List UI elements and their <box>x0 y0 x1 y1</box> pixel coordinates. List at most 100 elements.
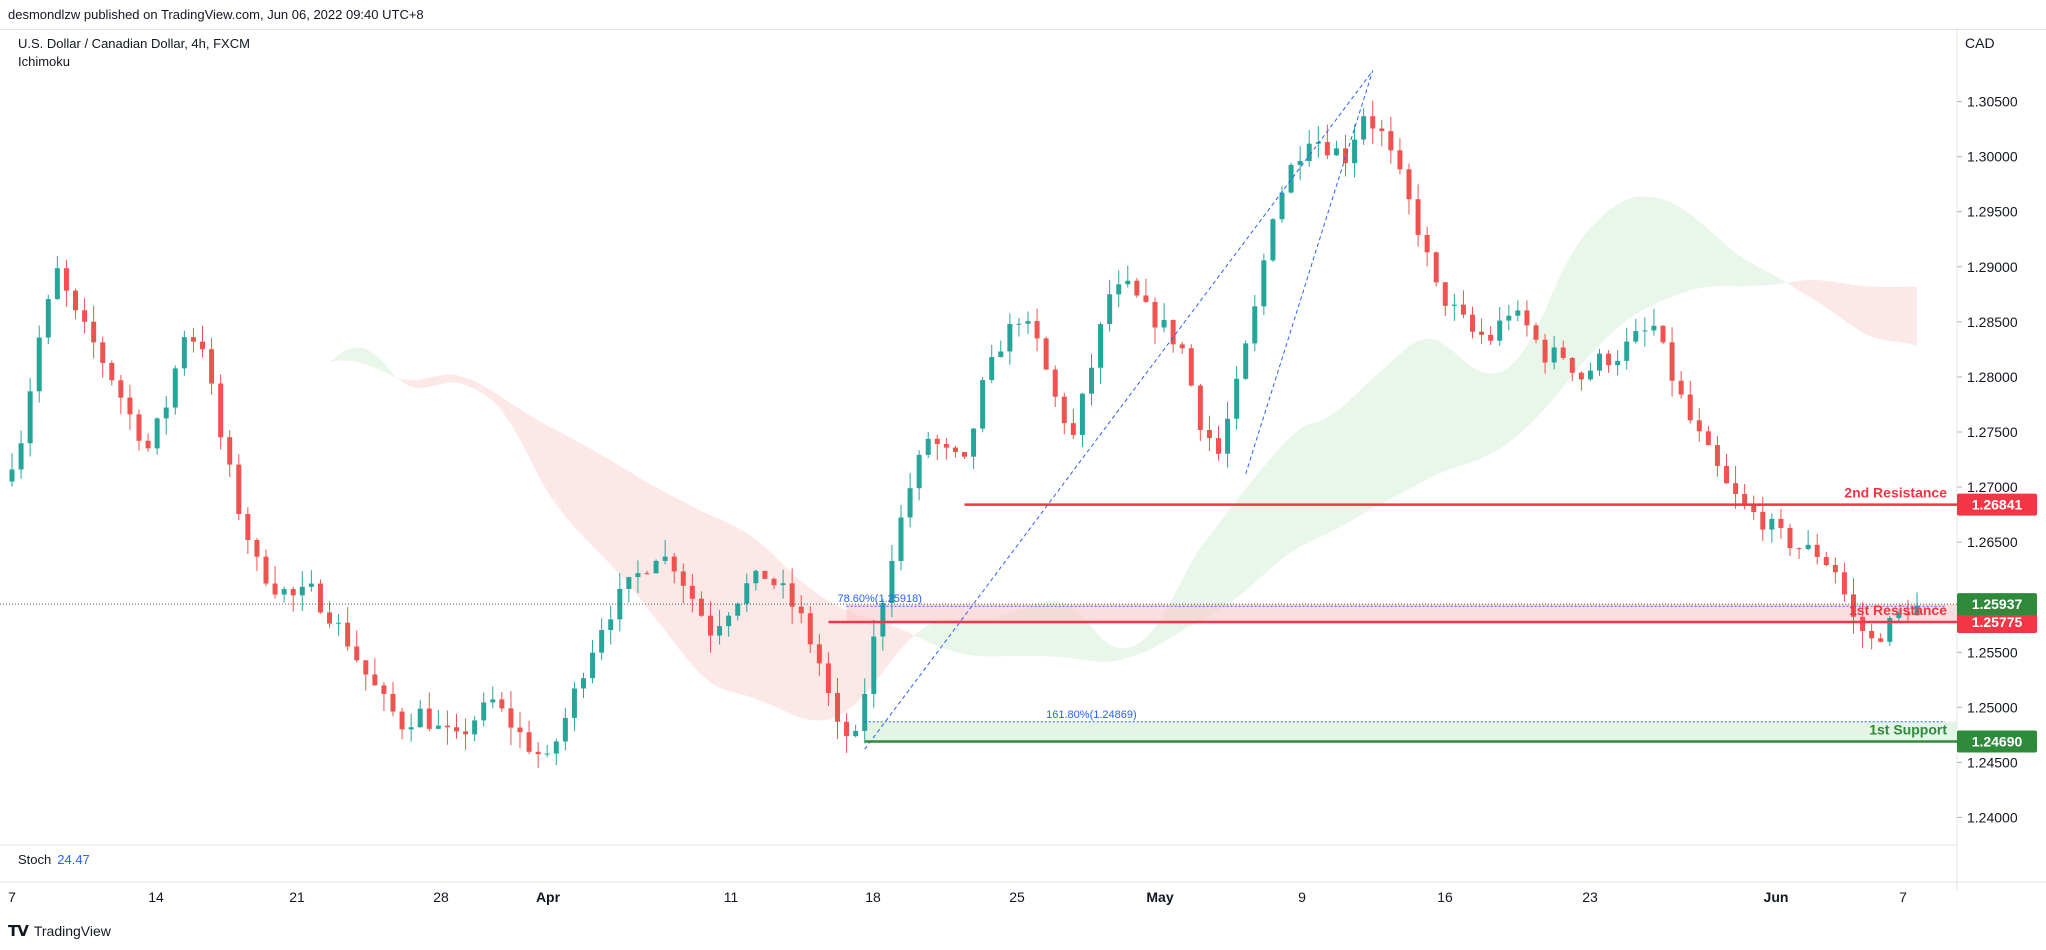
cloud-segment <box>275 420 285 442</box>
candle-body <box>708 615 713 636</box>
cloud-segment <box>329 354 339 363</box>
indicator-name[interactable]: Ichimoku <box>18 54 71 69</box>
candle-body <box>190 337 196 342</box>
cloud-segment <box>1481 371 1491 459</box>
y-tick-label: 1.26500 <box>1967 534 2018 550</box>
candle-body <box>680 571 686 586</box>
cloud-segment <box>637 476 647 608</box>
candle-body <box>1343 148 1348 164</box>
candle-body <box>1043 338 1049 370</box>
cloud-segment <box>1907 286 1917 346</box>
stoch-legend[interactable]: Stoch 24.47 <box>18 852 90 867</box>
x-tick-label: 11 <box>724 889 739 905</box>
candle-body <box>544 753 550 755</box>
candle-body <box>907 488 913 518</box>
level-price-tag <box>1957 493 2037 516</box>
candle-body <box>1134 280 1140 296</box>
candle-body <box>780 583 786 586</box>
symbol-title[interactable]: U.S. Dollar / Canadian Dollar, 4h, FXCM <box>18 36 250 51</box>
tradingview-brand[interactable]: 𝗧𝗩 TradingView <box>8 922 111 940</box>
cloud-segment <box>1771 273 1781 285</box>
candle-body <box>1905 613 1911 616</box>
cloud-segment <box>1790 280 1800 291</box>
candle-body <box>1506 315 1512 321</box>
candle-body <box>472 720 478 735</box>
cloud-segment <box>901 628 911 649</box>
cloud-segment <box>674 496 684 655</box>
cloud-segment <box>347 347 357 362</box>
candle-body <box>299 586 305 596</box>
cloud-segment <box>1862 285 1872 337</box>
candle-body <box>989 357 995 381</box>
cloud-segment <box>973 618 983 657</box>
cloud-segment <box>928 621 938 646</box>
candle-body <box>1016 323 1022 325</box>
fib-level-label: 161.80%(1.24869) <box>1046 709 1137 721</box>
candle-body <box>1742 493 1748 506</box>
y-tick-label: 1.30500 <box>1967 94 2018 110</box>
y-tick-label: 1.29500 <box>1967 204 2018 220</box>
candle-body <box>1370 116 1376 129</box>
brand-name: TradingView <box>33 923 111 939</box>
candle-body <box>1805 544 1811 549</box>
cloud-segment <box>1581 228 1591 365</box>
cloud-segment <box>855 613 865 704</box>
x-tick-label: 14 <box>148 889 164 905</box>
candle-body <box>1460 304 1466 315</box>
cloud-segment <box>1617 199 1627 328</box>
cloud-segment <box>1136 637 1146 655</box>
candle-body <box>1669 342 1675 381</box>
candle-body <box>1760 512 1766 530</box>
candle-body <box>599 629 605 653</box>
candle-body <box>1052 369 1058 397</box>
candle-body <box>617 588 623 620</box>
x-tick-label: Jun <box>1764 889 1789 905</box>
cloud-segment <box>1245 477 1255 591</box>
candle-body <box>1188 348 1194 386</box>
level-name-label: 2nd Resistance <box>1844 485 1947 501</box>
candle-body <box>1143 295 1149 302</box>
candle-body <box>1560 347 1566 358</box>
candle-body <box>281 589 287 595</box>
cloud-segment <box>1517 345 1527 436</box>
candle-body <box>825 663 831 694</box>
y-tick-label: 1.29000 <box>1967 259 2018 275</box>
candle-body <box>1606 353 1612 366</box>
cloud-segment <box>1200 536 1210 621</box>
candle-body <box>1914 605 1920 616</box>
x-tick-label: 25 <box>1009 889 1025 905</box>
cloud-segment <box>746 533 756 700</box>
stoch-label: Stoch <box>18 852 52 867</box>
candle-body <box>980 380 986 429</box>
cloud-segment <box>683 501 693 666</box>
candle-body <box>871 636 877 694</box>
cloud-segment <box>1690 213 1700 291</box>
candle-body <box>844 721 850 737</box>
candle-body <box>1624 341 1630 361</box>
cloud-segment <box>1653 197 1663 305</box>
candle-body <box>1642 330 1648 332</box>
cloud-segment <box>501 397 511 424</box>
cloud-segment <box>1272 445 1282 567</box>
cloud-segment <box>374 354 384 372</box>
candle-body <box>1578 372 1584 380</box>
cloud-segment <box>474 381 484 395</box>
candle-body <box>1705 431 1711 446</box>
tradingview-logo-icon: 𝗧𝗩 <box>8 923 29 940</box>
y-tick-label: 1.28000 <box>1967 369 2018 385</box>
candle-body <box>1288 164 1294 193</box>
candle-body <box>889 560 895 604</box>
level-price-text: 1.26841 <box>1972 497 2023 513</box>
candle-body <box>36 337 42 392</box>
candle-body <box>163 407 169 419</box>
cloud-segment <box>1227 500 1237 605</box>
candle-body <box>1896 613 1902 618</box>
cloud-segment <box>1880 286 1890 341</box>
cloud-segment <box>420 377 430 389</box>
y-tick-label: 1.24000 <box>1967 809 2018 825</box>
candle-body <box>1778 518 1784 528</box>
cloud-segment <box>538 420 548 492</box>
candle-body <box>726 615 732 627</box>
cloud-segment <box>1572 238 1582 376</box>
